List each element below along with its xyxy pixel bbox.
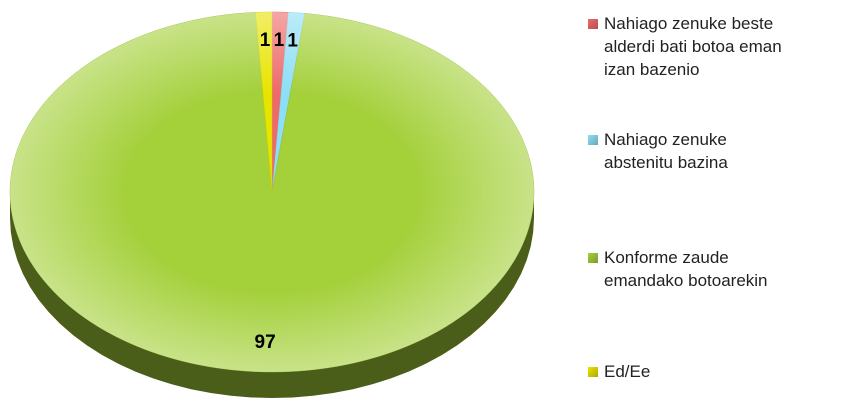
data-label: 1: [274, 30, 285, 51]
data-label: 97: [255, 332, 276, 353]
legend-swatch: [588, 367, 598, 377]
data-label: 1: [287, 30, 298, 51]
legend-swatch: [588, 253, 598, 263]
legend-label: Ed/Ee: [604, 362, 651, 381]
legend-label: Nahiago zenuke beste alderdi bati botoa …: [604, 14, 782, 79]
data-label: 1: [260, 30, 271, 51]
legend-label: Konforme zaude emandako botoarekin: [604, 248, 768, 290]
legend-label: Nahiago zenuke abstenitu bazina: [604, 130, 728, 172]
legend-item: Ed/Ee: [588, 360, 754, 383]
legend-item: Konforme zaude emandako botoarekin: [588, 246, 779, 292]
pie-plot: 1 1 97 1: [9, 11, 535, 398]
legend-swatch: [588, 19, 598, 29]
legend-item: Nahiago zenuke beste alderdi bati botoa …: [588, 12, 804, 81]
legend-swatch: [588, 135, 598, 145]
legend-item: Nahiago zenuke abstenitu bazina: [588, 128, 754, 174]
